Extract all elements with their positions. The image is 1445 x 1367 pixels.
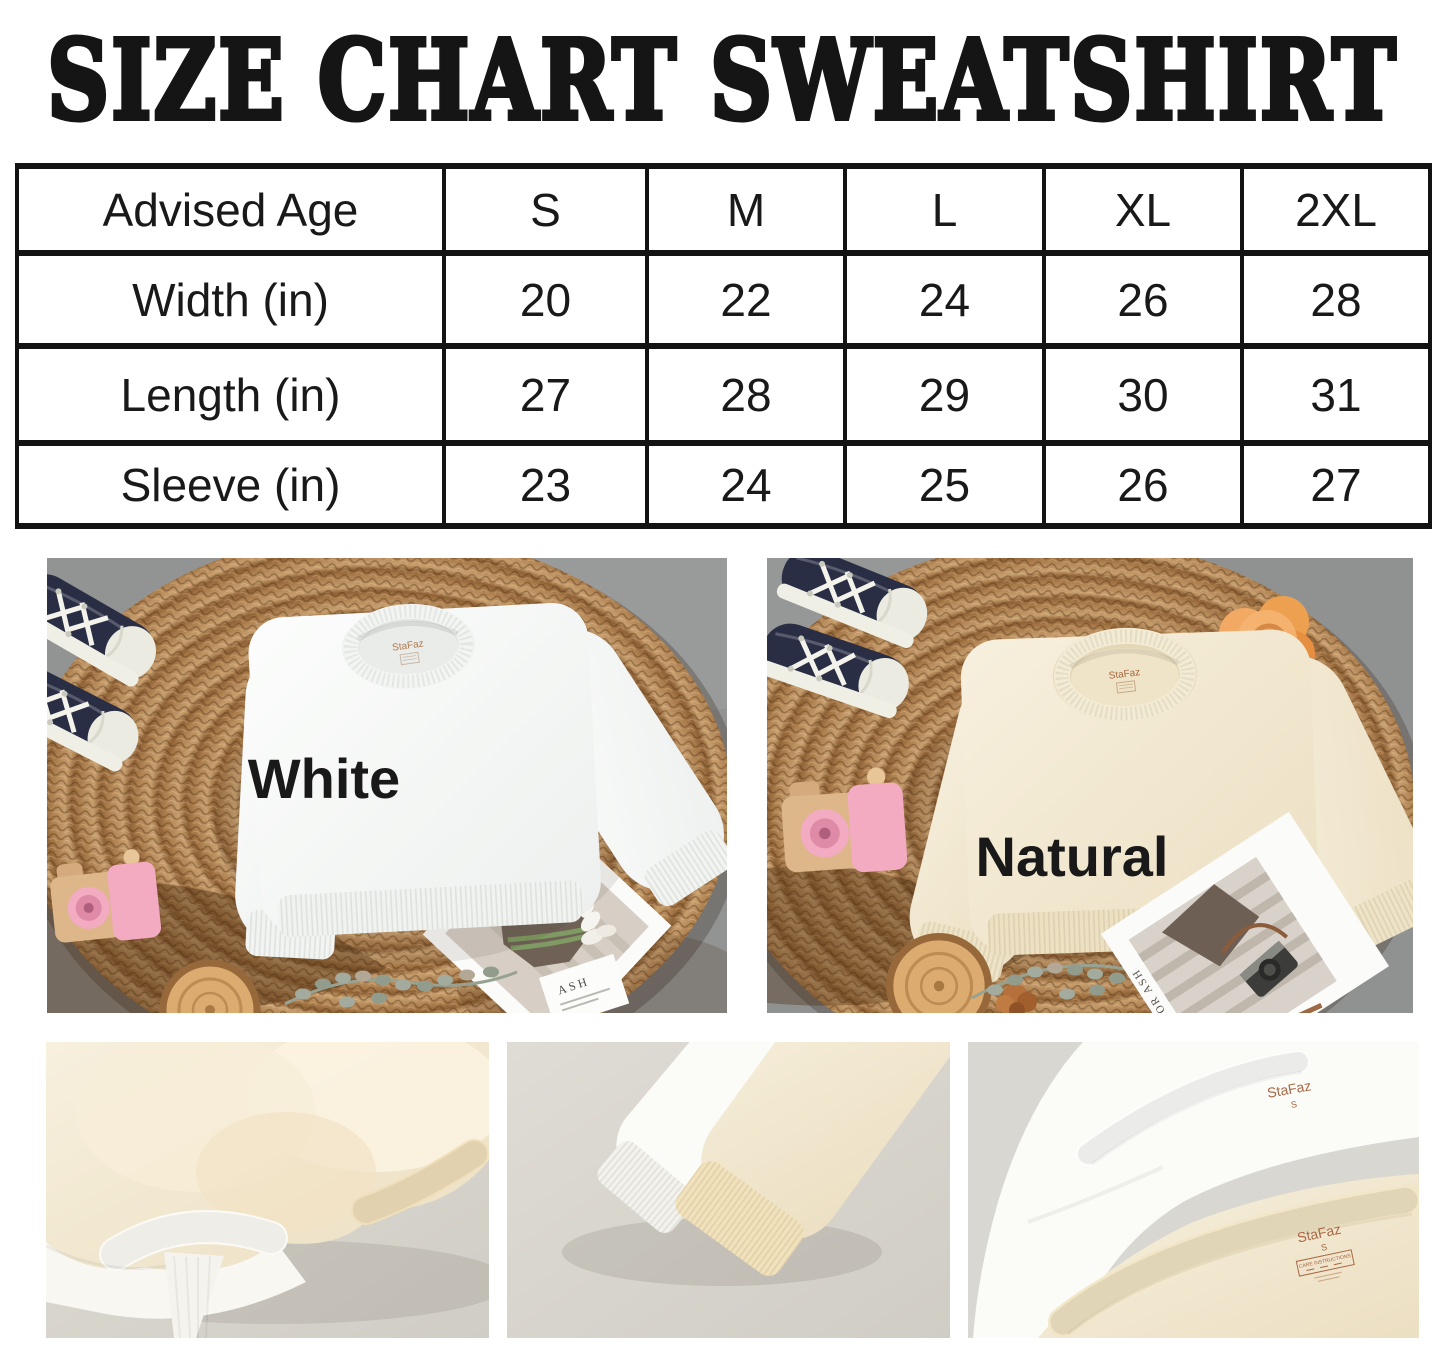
- table-cell: 24: [843, 250, 1046, 349]
- detail-photo-cuffs: [507, 1042, 950, 1338]
- detail-photo-hem: [46, 1042, 489, 1338]
- table-header-row: Advised Age S M L XL 2XL: [15, 163, 1432, 256]
- table-cell: 27: [1240, 440, 1432, 529]
- table-row: Width (in) 20 22 24 26 28: [15, 250, 1432, 349]
- natural-sleeve: [675, 1042, 950, 1276]
- column-header-m: M: [645, 163, 847, 256]
- white-shirt-fabric: [973, 1042, 1419, 1338]
- table-cell: 28: [645, 343, 847, 446]
- magazine-page: SENIOR ASH: [1100, 811, 1390, 1013]
- neck-label: StaFaz: [391, 638, 424, 666]
- magazine-card: ASH: [539, 953, 630, 1013]
- table-cell: 24: [645, 440, 847, 529]
- white-sleeve: [597, 1042, 864, 1233]
- table-cell: 28: [1240, 250, 1432, 349]
- column-header-l: L: [843, 163, 1046, 256]
- table-cell: 25: [843, 440, 1046, 529]
- table-row: Sleeve (in) 23 24 25 26 27: [15, 440, 1432, 529]
- colorway-label-white: White: [248, 747, 400, 810]
- table-cell: 27: [442, 343, 649, 446]
- table-cell: 30: [1042, 343, 1244, 446]
- table-cell: 23: [442, 440, 649, 529]
- pinecone: [996, 984, 1037, 1013]
- sweatshirt-graphic-white: StaFaz: [214, 603, 727, 963]
- row-label: Sleeve (in): [15, 440, 446, 529]
- product-photo-natural: StaFaz Natural: [767, 558, 1413, 1013]
- detail-photo-collars: StaFaz S StaFaz S CARE INSTRUCTIONS: [968, 1042, 1419, 1338]
- table-cell: 29: [843, 343, 1046, 446]
- svg-text:S: S: [1320, 1242, 1328, 1253]
- page-title: SIZE CHART SWEATSHIRT: [45, 13, 1398, 147]
- table-cell: 22: [645, 250, 847, 349]
- column-header-s: S: [442, 163, 649, 256]
- corner-header: Advised Age: [15, 163, 446, 256]
- table-row: Length (in) 27 28 29 30 31: [15, 343, 1432, 446]
- svg-text:StaFaz: StaFaz: [1108, 667, 1141, 682]
- table-cell: 26: [1042, 440, 1244, 529]
- row-label: Length (in): [15, 343, 446, 446]
- table-cell: 26: [1042, 250, 1244, 349]
- ribbed-cuff: [164, 1252, 224, 1338]
- table-cell: 31: [1240, 343, 1432, 446]
- neck-label-white: StaFaz S: [1266, 1077, 1312, 1110]
- svg-text:StaFaz: StaFaz: [1266, 1077, 1312, 1100]
- sweatshirt-body: [248, 603, 601, 932]
- eucalyptus-sprig: [284, 966, 518, 1008]
- wood-slice: [890, 937, 989, 1013]
- collar: StaFaz: [1052, 627, 1197, 722]
- collar: StaFaz: [342, 603, 475, 690]
- neck-label: StaFaz: [1108, 667, 1141, 694]
- product-photo-white: StaFaz White ASH: [47, 558, 727, 1013]
- colorway-label-natural: Natural: [976, 825, 1169, 888]
- svg-text:S: S: [1290, 1099, 1298, 1110]
- column-header-2xl: 2XL: [1240, 163, 1432, 256]
- vintage-camera: [1239, 940, 1298, 997]
- table-cell: 20: [442, 250, 649, 349]
- svg-text:StaFaz: StaFaz: [391, 638, 424, 653]
- size-chart-table: Advised Age S M L XL 2XL Width (in) 20 2…: [15, 163, 1432, 529]
- column-header-xl: XL: [1042, 163, 1244, 256]
- row-label: Width (in): [15, 250, 446, 349]
